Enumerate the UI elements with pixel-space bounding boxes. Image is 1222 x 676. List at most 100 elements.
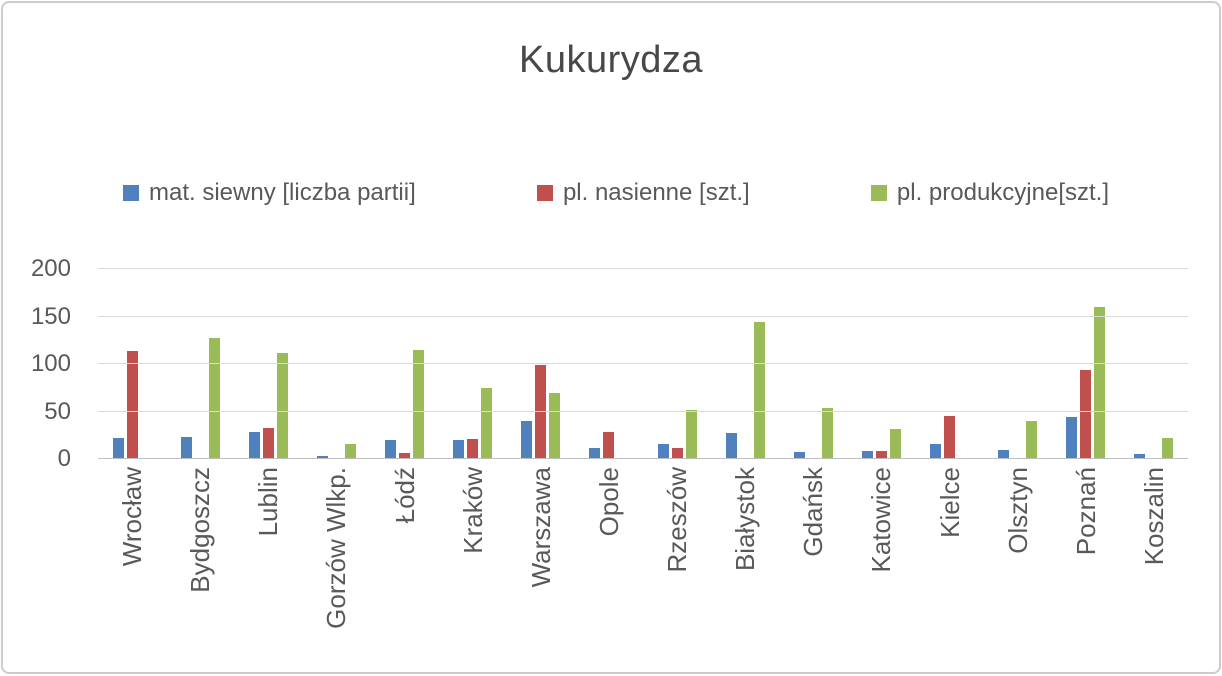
y-tick-label-100: 100 xyxy=(30,350,71,377)
bar-series1-lublin xyxy=(262,427,274,459)
bar-group-wrocław xyxy=(98,269,166,459)
bar-series1-warszawa xyxy=(535,364,547,459)
x-axis-labels: Wrocław Bydgoszcz Lublin Gorzów Wlkp. Łódź Kr… xyxy=(98,467,1188,672)
x-axis-label-text: Białystok xyxy=(730,467,761,572)
bar-series1-wrocław xyxy=(126,350,138,459)
x-axis-label-białystok: Białystok xyxy=(711,467,779,571)
x-axis-label-kraków: Kraków xyxy=(439,467,507,554)
x-axis-label-koszalin: Koszalin xyxy=(1120,467,1188,565)
x-axis-label-gdańsk: Gdańsk xyxy=(779,467,847,557)
bar-series2-łódź xyxy=(413,349,425,459)
y-tick-label-50: 50 xyxy=(44,397,71,425)
y-tick-label-200: 200 xyxy=(30,255,71,282)
bar-group-białystok xyxy=(711,269,779,459)
legend-label-mat-siewny: mat. siewny [liczba partii] xyxy=(149,179,416,206)
bar-group-bydgoszcz xyxy=(166,269,234,459)
x-axis-label-text: Gorzów Wlkp. xyxy=(321,467,352,629)
bar-series0-łódź xyxy=(385,440,397,459)
x-axis-label-rzeszów: Rzeszów xyxy=(643,467,711,572)
y-axis: 0 50 100 150 200 xyxy=(3,257,71,471)
bar-series0-kielce xyxy=(930,443,942,459)
gridline-50 xyxy=(98,410,1188,412)
x-axis-label-wrocław: Wrocław xyxy=(98,467,166,566)
bar-group-opole xyxy=(575,269,643,459)
bar-series0-lublin xyxy=(248,432,260,459)
bar-series2-kraków xyxy=(481,387,493,459)
x-axis-label-text: Kielce xyxy=(934,467,965,538)
chart-title: Kukurydza xyxy=(518,39,704,81)
bar-series1-kraków xyxy=(467,439,479,459)
bar-series0-opole xyxy=(589,447,601,459)
bar-group-rzeszów xyxy=(643,269,711,459)
bar-group-koszalin xyxy=(1120,269,1188,459)
legend: mat. siewny [liczba partii] pl. nasienne… xyxy=(123,179,1109,207)
bar-group-poznań xyxy=(1052,269,1120,459)
x-axis-label-text: Wrocław xyxy=(117,467,148,567)
bar-series2-warszawa xyxy=(549,393,561,459)
bar-series0-białystok xyxy=(725,433,737,459)
bar-group-olsztyn xyxy=(984,269,1052,459)
y-tick-label-150: 150 xyxy=(30,302,71,330)
x-axis-label-text: Gdańsk xyxy=(798,467,829,557)
plot-area xyxy=(98,268,1188,459)
bar-group-kielce xyxy=(916,269,984,459)
bar-group-warszawa xyxy=(507,269,575,459)
bar-group-gorzów-wlkp- xyxy=(302,269,370,459)
x-axis-label-text: Łódź xyxy=(389,467,420,524)
bar-group-katowice xyxy=(847,269,915,459)
bar-series0-kraków xyxy=(453,440,465,459)
bar-series2-białystok xyxy=(753,322,765,459)
bar-series0-olsztyn xyxy=(998,450,1010,459)
bar-series2-bydgoszcz xyxy=(208,338,220,459)
x-axis-label-text: Kraków xyxy=(457,467,488,554)
x-axis-label-text: Bydgoszcz xyxy=(185,467,216,593)
bar-series0-poznań xyxy=(1066,417,1078,459)
x-axis-label-łódź: Łódź xyxy=(371,467,439,523)
bars-row xyxy=(98,269,1188,459)
x-axis-label-text: Olsztyn xyxy=(1002,467,1033,554)
legend-swatch-red-icon xyxy=(536,185,553,201)
bar-group-lublin xyxy=(234,269,302,459)
legend-swatch-green-icon xyxy=(870,185,887,201)
bar-series1-poznań xyxy=(1080,369,1092,459)
legend-swatch-blue-icon xyxy=(123,185,139,201)
x-axis-label-gorzów-wlkp-: Gorzów Wlkp. xyxy=(302,467,370,629)
x-axis-label-text: Katowice xyxy=(866,467,897,573)
x-axis-label-lublin: Lublin xyxy=(234,467,302,536)
bar-series2-lublin xyxy=(276,352,288,459)
bar-series2-gdańsk xyxy=(821,407,833,459)
x-axis-label-warszawa: Warszawa xyxy=(507,467,575,587)
x-axis-line xyxy=(98,458,1188,459)
bar-series0-gdańsk xyxy=(793,452,805,459)
bar-series1-opole xyxy=(603,432,615,459)
bar-series0-rzeszów xyxy=(657,443,669,459)
bar-series2-gorzów-wlkp- xyxy=(344,443,356,459)
x-axis-label-bydgoszcz: Bydgoszcz xyxy=(166,467,234,593)
bar-series2-koszalin xyxy=(1162,438,1174,459)
legend-item-mat-siewny: mat. siewny [liczba partii] xyxy=(123,179,416,207)
bar-series0-bydgoszcz xyxy=(180,437,192,459)
gridline-200 xyxy=(98,268,1188,269)
bar-series2-olsztyn xyxy=(1026,421,1038,459)
bar-series0-katowice xyxy=(861,451,873,459)
x-axis-label-text: Opole xyxy=(593,467,624,537)
x-axis-label-poznań: Poznań xyxy=(1052,467,1120,555)
bar-group-kraków xyxy=(439,269,507,459)
legend-label-pl-nasienne: pl. nasienne [szt.] xyxy=(562,179,750,206)
legend-item-pl-nasienne: pl. nasienne [szt.] xyxy=(536,179,750,207)
x-axis-label-text: Warszawa xyxy=(525,467,556,588)
x-axis-label-text: Koszalin xyxy=(1138,467,1169,566)
bar-series0-wrocław xyxy=(112,438,124,459)
gridline-100 xyxy=(98,363,1188,364)
x-axis-label-text: Poznań xyxy=(1070,467,1101,556)
y-tick-label-0: 0 xyxy=(57,445,71,472)
bar-series1-kielce xyxy=(944,416,956,459)
x-axis-label-opole: Opole xyxy=(575,467,643,536)
legend-label-pl-produkcyjne: pl. produkcyjne[szt.] xyxy=(896,179,1109,206)
bar-series1-rzeszów xyxy=(671,447,683,459)
bar-series1-katowice xyxy=(875,451,887,459)
x-axis-label-text: Lublin xyxy=(253,467,284,537)
bar-group-gdańsk xyxy=(779,269,847,459)
x-axis-label-katowice: Katowice xyxy=(847,467,915,573)
